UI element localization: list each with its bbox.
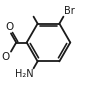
Text: O: O bbox=[6, 22, 14, 32]
Text: O: O bbox=[1, 52, 9, 62]
Text: H₂N: H₂N bbox=[15, 69, 33, 79]
Text: Br: Br bbox=[64, 6, 75, 16]
